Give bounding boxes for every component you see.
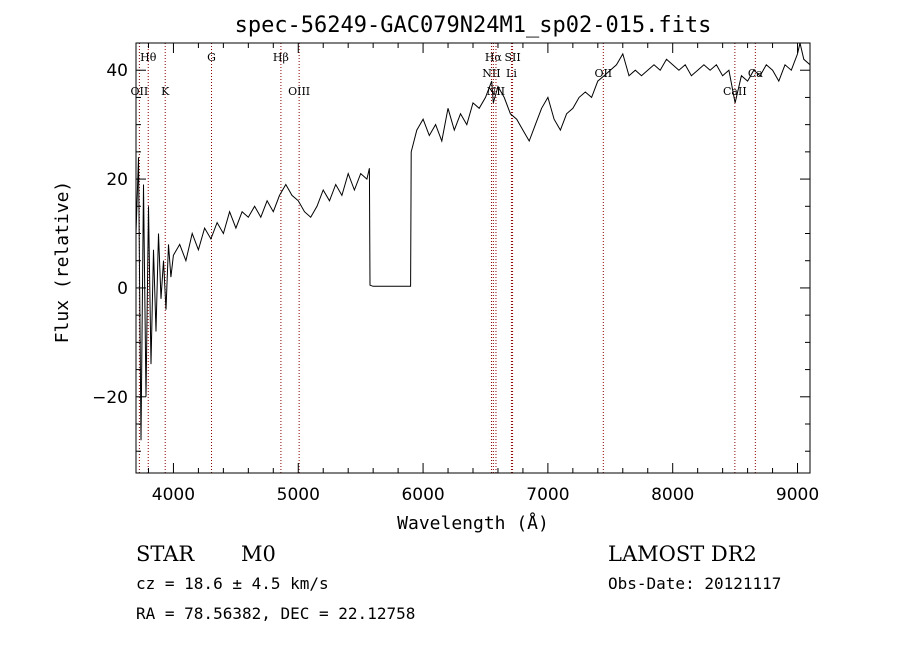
line-marker-label: OII xyxy=(131,85,149,98)
y-tick-label: 0 xyxy=(117,279,128,299)
x-axis-label: Wavelength (Å) xyxy=(397,512,549,534)
object-subclass: M0 xyxy=(241,542,276,566)
y-tick-label: −20 xyxy=(92,388,128,408)
redshift-velocity: cz = 18.6 ± 4.5 km/s xyxy=(136,574,329,593)
x-tick-label: 4000 xyxy=(152,485,195,505)
line-marker-label: NII xyxy=(487,85,505,98)
line-marker-label: Ca xyxy=(748,67,763,80)
line-marker-label: Li xyxy=(506,67,517,80)
y-tick-label: 40 xyxy=(106,61,128,81)
x-tick-label: 7000 xyxy=(526,485,569,505)
object-class: STAR xyxy=(136,542,195,566)
x-tick-label: 6000 xyxy=(401,485,444,505)
line-marker-label: G xyxy=(207,51,216,64)
line-marker-label: SII xyxy=(504,51,520,64)
y-tick-label: 20 xyxy=(106,170,128,190)
x-tick-label: 9000 xyxy=(776,485,819,505)
line-marker-label: OIII xyxy=(288,85,310,98)
coordinates: RA = 78.56382, DEC = 22.12758 xyxy=(136,604,415,623)
plot-frame xyxy=(135,42,811,474)
x-tick-label: 8000 xyxy=(651,485,694,505)
axis-ticks: 4000 5000 6000 7000 8000 9000 −20 0 20 40 xyxy=(92,42,819,505)
line-marker-label: CaII xyxy=(723,85,747,98)
spectrum-line xyxy=(135,42,811,441)
line-marker-label: Hβ xyxy=(273,51,289,64)
chart-title: spec-56249-GAC079N24M1_sp02-015.fits xyxy=(235,13,712,38)
line-marker-label: OII xyxy=(594,67,612,80)
y-axis-label: Flux (relative) xyxy=(52,181,73,344)
observation-date: Obs-Date: 20121117 xyxy=(608,574,781,593)
x-tick-label: 5000 xyxy=(277,485,320,505)
survey-name: LAMOST DR2 xyxy=(608,542,757,566)
line-marker-label: Hθ xyxy=(140,51,157,64)
line-marker-label: NII xyxy=(482,67,500,80)
line-marker-label: K xyxy=(161,85,170,98)
line-marker-label: Hα xyxy=(485,51,503,64)
